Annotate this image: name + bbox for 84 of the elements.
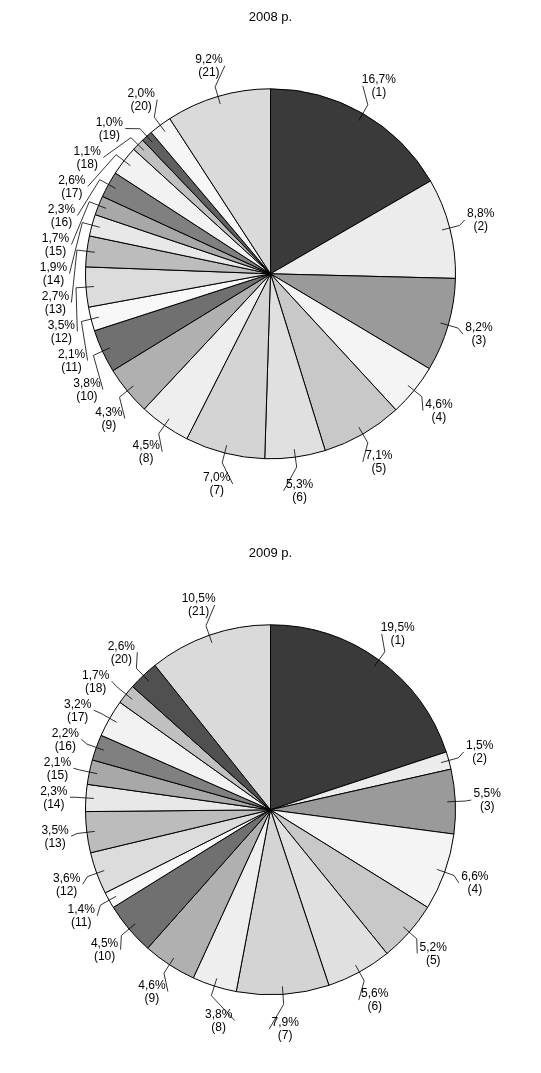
data-label: 4,3%: [95, 404, 123, 419]
slice-label: (16): [50, 214, 73, 229]
data-label: 7,0%: [203, 470, 231, 485]
chart-title: 2009 р.: [248, 545, 293, 561]
data-label: 3,2%: [64, 696, 92, 711]
slice-label: (18): [85, 680, 107, 695]
slice-label: (6): [292, 490, 307, 505]
slice-label: (12): [55, 883, 78, 898]
data-label: 1,0%: [95, 114, 124, 129]
slice-label: (13): [44, 301, 67, 316]
slice-label: (1): [371, 85, 387, 100]
slice-label: (4): [431, 409, 447, 424]
data-label: 2,0%: [127, 85, 156, 100]
data-label: 3,8%: [205, 1006, 233, 1021]
data-label: 5,5%: [473, 786, 502, 801]
slice-label: (6): [367, 999, 383, 1014]
data-label: 2,2%: [51, 725, 80, 740]
slice-label: (20): [130, 98, 152, 113]
data-label: 8,8%: [467, 206, 495, 221]
slice-label: (21): [198, 65, 220, 80]
data-label: 2,1%: [57, 346, 86, 361]
slice-label: (7): [209, 483, 225, 498]
slice-label: (10): [93, 948, 116, 963]
data-label: 4,6%: [425, 396, 453, 411]
data-label: 7,9%: [271, 1015, 300, 1030]
data-label: 2,1%: [43, 754, 72, 769]
data-label: 3,5%: [41, 822, 70, 837]
data-label: 3,6%: [52, 870, 81, 885]
slice-label: (9): [144, 990, 160, 1005]
data-label: 5,3%: [285, 477, 314, 492]
slice-label: (8): [211, 1019, 227, 1034]
slice-label: (4): [467, 882, 483, 897]
slice-label: (2): [473, 219, 489, 234]
data-label: 9,2%: [195, 52, 223, 67]
slice-label: (17): [61, 185, 83, 200]
chart-title: 2008 р.: [248, 9, 293, 25]
slice-label: (2): [472, 751, 487, 766]
slice-label: (11): [70, 915, 92, 930]
data-label: 5,6%: [361, 986, 389, 1001]
slice-label: (18): [76, 156, 98, 171]
data-label: 8,2%: [465, 320, 493, 335]
data-label: 6,6%: [461, 869, 489, 884]
data-label: 2,3%: [47, 201, 76, 216]
data-label: 2,3%: [40, 783, 68, 798]
slice-label: (10): [76, 388, 98, 403]
slice-label: (21): [188, 604, 210, 619]
data-label: 1,4%: [67, 902, 96, 917]
data-label: 1,7%: [82, 667, 110, 682]
slice-label: (11): [61, 359, 82, 374]
slice-label: (8): [138, 450, 154, 465]
slice-label: (17): [67, 709, 89, 724]
data-label: 5,2%: [419, 939, 448, 954]
data-label: 16,7%: [361, 72, 397, 87]
slice-label: (12): [50, 330, 72, 345]
data-label: 1,9%: [39, 259, 68, 274]
data-label: 4,6%: [138, 977, 166, 992]
data-label: 3,8%: [73, 375, 101, 390]
slice-label: (20): [110, 651, 132, 666]
slice-label: (3): [479, 799, 495, 814]
data-label: 1,5%: [465, 738, 494, 753]
data-label: 2,6%: [58, 172, 86, 187]
data-label: 2,7%: [41, 288, 70, 303]
slice-label: (15): [44, 243, 67, 258]
slice-label: (5): [425, 952, 441, 967]
data-label: 4,5%: [90, 935, 119, 950]
data-label: 2,6%: [107, 638, 136, 653]
data-label: 19,5%: [380, 620, 416, 635]
slice-label: (14): [43, 796, 65, 811]
slice-label: (19): [98, 127, 120, 142]
slice-label: (9): [101, 417, 117, 432]
data-label: 3,5%: [47, 317, 76, 332]
slice-label: (16): [54, 738, 76, 753]
data-label: 1,7%: [41, 230, 70, 245]
slice-label: (15): [46, 767, 69, 782]
data-label: 1,1%: [73, 143, 102, 158]
data-label: 10,5%: [181, 591, 217, 606]
slice-label: (14): [42, 272, 65, 287]
slice-label: (3): [471, 333, 487, 348]
slice-label: (5): [371, 461, 387, 476]
data-label: 7,1%: [365, 448, 393, 463]
slice-label: (7): [277, 1028, 293, 1043]
slice-label: (1): [390, 633, 406, 648]
slice-label: (13): [44, 835, 66, 850]
data-label: 4,5%: [132, 437, 161, 452]
